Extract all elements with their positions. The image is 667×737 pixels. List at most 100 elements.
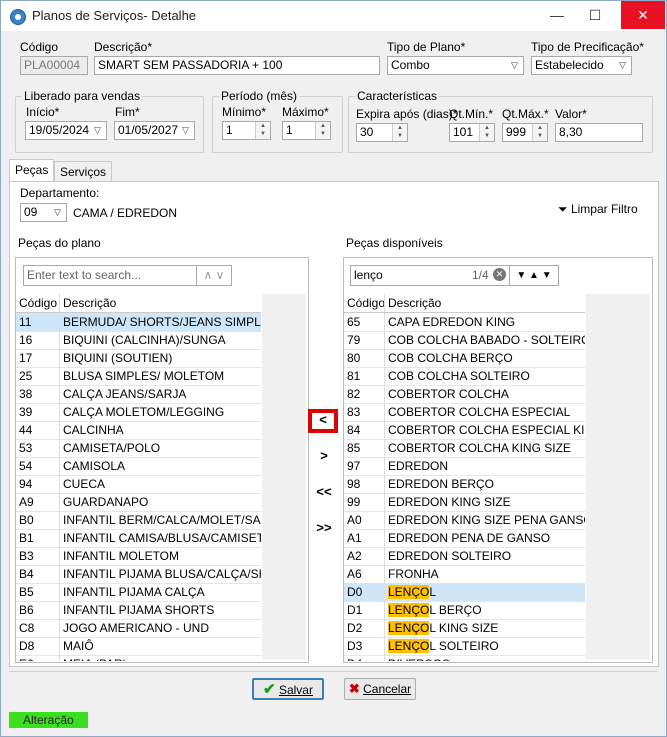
fim-date[interactable]: 01/05/2027 ▽ [114, 121, 195, 140]
table-row[interactable]: D0 LENÇOL [344, 583, 585, 602]
table-row[interactable]: D2 LENÇOL KING SIZE [344, 619, 585, 638]
desc-cell: BLUSA SIMPLES/ MOLETOM [59, 367, 261, 385]
right-search-nav[interactable]: ▼ ▲ ▼ [509, 265, 559, 286]
table-row[interactable]: 65 CAPA EDREDON KING [344, 313, 585, 332]
move-left-button[interactable]: < [308, 409, 338, 433]
maximize-button[interactable]: ☐ [588, 7, 602, 23]
table-row[interactable]: D8 MAIÔ [16, 637, 261, 656]
right-search-input[interactable]: lenço 1/4 ✕ [350, 265, 510, 286]
table-row[interactable]: A0 EDREDON KING SIZE PENA GANSO [344, 511, 585, 530]
inicio-label: Início* [26, 105, 60, 119]
expira-spin[interactable]: 30 ▲ ▼ [356, 123, 408, 142]
close-button[interactable]: ✕ [621, 1, 665, 29]
dropdown-icon[interactable]: ▼ [541, 270, 552, 281]
spin-arrows-icon[interactable]: ▲ ▼ [532, 124, 547, 141]
table-row[interactable]: A6 FRONHA [344, 565, 585, 584]
move-right-button[interactable]: > [320, 448, 328, 463]
fim-value: 01/05/2027 [118, 123, 179, 137]
right-col-desc[interactable]: Descrição [384, 294, 585, 312]
table-row[interactable]: A1 EDREDON PENA DE GANSO [344, 529, 585, 548]
code-cell: A0 [347, 513, 362, 527]
code-cell: 53 [19, 441, 33, 455]
qtmax-spin[interactable]: 999 ▲ ▼ [502, 123, 548, 142]
chevron-up-icon[interactable]: ▲ [529, 270, 539, 281]
table-row[interactable]: 25 BLUSA SIMPLES/ MOLETOM [16, 367, 261, 386]
chevron-up-icon[interactable]: ∧ [203, 268, 213, 282]
table-row[interactable]: 11 BERMUDA/ SHORTS/JEANS SIMPLES [16, 313, 261, 332]
table-row[interactable]: 82 COBERTOR COLCHA [344, 385, 585, 404]
table-row[interactable]: 94 CUECA [16, 475, 261, 494]
move-all-left-button[interactable]: << [316, 484, 332, 499]
minimo-spin[interactable]: 1 ▲ ▼ [222, 121, 271, 140]
desc-cell: LENÇOL [384, 583, 585, 601]
table-row[interactable]: C8 JOGO AMERICANO - UND [16, 619, 261, 638]
spin-arrows-icon[interactable]: ▲ ▼ [392, 124, 407, 141]
spin-arrows-icon[interactable]: ▲ ▼ [255, 122, 270, 139]
tipo-plano-select[interactable]: Combo ▽ [387, 56, 524, 75]
tab-servicos[interactable]: Serviços [54, 161, 113, 182]
tab-pecas[interactable]: Peças [9, 159, 55, 182]
clear-search-icon[interactable]: ✕ [493, 268, 506, 281]
maximo-spin[interactable]: 1 ▲ ▼ [282, 121, 331, 140]
minimize-button[interactable]: — [550, 7, 564, 23]
table-row[interactable]: B1 INFANTIL CAMISA/BLUSA/CAMISETA [16, 529, 261, 548]
table-row[interactable]: A9 GUARDANAPO [16, 493, 261, 512]
cancelar-button[interactable]: ✖ Cancelar [344, 678, 416, 700]
departamento-select[interactable]: 09 ▽ [20, 203, 67, 222]
table-row[interactable]: D4 DIVERSOS [344, 655, 585, 661]
chevron-down-icon[interactable]: ▼ [516, 270, 527, 281]
valor-field[interactable]: 8,30 [555, 123, 643, 142]
tipo-prec-value: Estabelecido [535, 58, 604, 72]
table-row[interactable]: E6MEIA (PAR) [16, 655, 261, 661]
spin-arrows-icon[interactable]: ▲ ▼ [479, 124, 494, 141]
code-cell: 79 [347, 333, 361, 347]
table-row[interactable]: 44 CALCINHA [16, 421, 261, 440]
table-row[interactable]: B4 INFANTIL PIJAMA BLUSA/CALÇA/SH [16, 565, 261, 584]
code-cell: 84 [347, 423, 361, 437]
table-row[interactable]: B3 INFANTIL MOLETOM [16, 547, 261, 566]
right-col-code[interactable]: Código [347, 296, 384, 310]
table-row[interactable]: B0 INFANTIL BERM/CALCA/MOLET/SAIA [16, 511, 261, 530]
filter-icon: ⏷ [558, 202, 568, 216]
table-row[interactable]: B5 INFANTIL PIJAMA CALÇA [16, 583, 261, 602]
limpar-filtro-button[interactable]: ⏷ Limpar Filtro [558, 202, 638, 217]
desc-cell: CUECA [59, 475, 261, 493]
table-row[interactable]: 54 CAMISOLA [16, 457, 261, 476]
spin-arrows-icon[interactable]: ▲ ▼ [315, 122, 330, 139]
table-row[interactable]: 83 COBERTOR COLCHA ESPECIAL [344, 403, 585, 422]
descricao-field[interactable]: SMART SEM PASSADORIA + 100 [94, 56, 380, 75]
table-row[interactable]: 80 COB COLCHA BERÇO [344, 349, 585, 368]
table-row[interactable]: 98 EDREDON BERÇO [344, 475, 585, 494]
chevron-down-icon[interactable]: ∨ [215, 268, 225, 282]
salvar-button[interactable]: ✔ Salvar [252, 678, 324, 700]
table-row[interactable]: A2 EDREDON SOLTEIRO [344, 547, 585, 566]
table-row[interactable]: 81 COB COLCHA SOLTEIRO [344, 367, 585, 386]
table-row[interactable]: 97 EDREDON [344, 457, 585, 476]
desc-text-rest: L KING SIZE [429, 621, 499, 635]
table-row[interactable]: D1 LENÇOL BERÇO [344, 601, 585, 620]
table-row[interactable]: 17 BIQUINI (SOUTIEN) [16, 349, 261, 368]
table-row[interactable]: 39 CALÇA MOLETOM/LEGGING [16, 403, 261, 422]
qtmin-spin[interactable]: 101 ▲ ▼ [449, 123, 495, 142]
table-row[interactable]: 84 COBERTOR COLCHA ESPECIAL KING [344, 421, 585, 440]
table-row[interactable]: 38 CALÇA JEANS/SARJA [16, 385, 261, 404]
inicio-date[interactable]: 19/05/2024 ▽ [25, 121, 107, 140]
left-search-nav[interactable]: ∧ ∨ [196, 265, 232, 286]
departamento-name: CAMA / EDREDON [73, 206, 178, 220]
table-row[interactable]: D3 LENÇOL SOLTEIRO [344, 637, 585, 656]
table-row[interactable]: 53 CAMISETA/POLO [16, 439, 261, 458]
check-icon: ✔ [263, 681, 276, 698]
left-col-desc[interactable]: Descrição [59, 294, 261, 312]
liberado-group: Liberado para vendas [15, 89, 204, 153]
move-all-right-button[interactable]: >> [316, 520, 332, 535]
left-grid-body: 11 BERMUDA/ SHORTS/JEANS SIMPLES 16 BIQUINI… [16, 313, 261, 661]
left-col-code[interactable]: Código [19, 296, 58, 310]
tipo-prec-select[interactable]: Estabelecido ▽ [531, 56, 632, 75]
table-row[interactable]: B6 INFANTIL PIJAMA SHORTS [16, 601, 261, 620]
table-row[interactable]: 16 BIQUINI (CALCINHA)/SUNGA [16, 331, 261, 350]
left-search-input[interactable]: Enter text to search... [23, 265, 197, 286]
desc-cell: COBERTOR COLCHA KING SIZE [384, 439, 585, 457]
table-row[interactable]: 79 COB COLCHA BABADO - SOLTEIRO [344, 331, 585, 350]
table-row[interactable]: 99 EDREDON KING SIZE [344, 493, 585, 512]
table-row[interactable]: 85 COBERTOR COLCHA KING SIZE [344, 439, 585, 458]
